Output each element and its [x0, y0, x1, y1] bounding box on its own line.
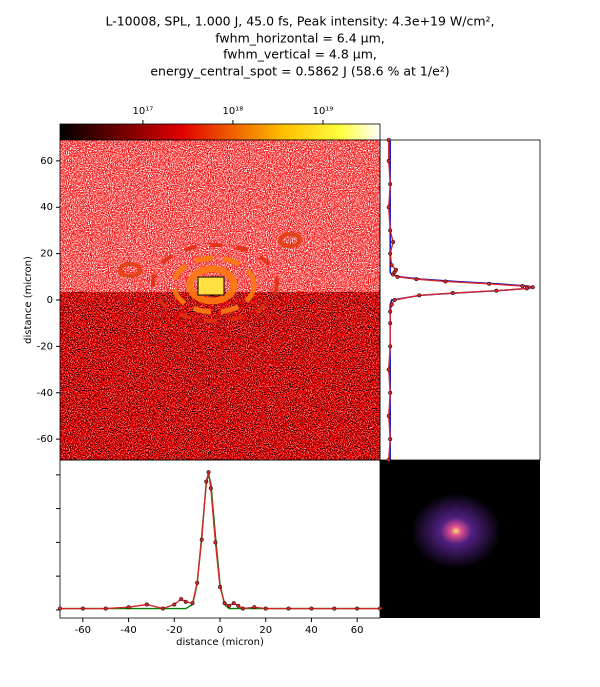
profile-point: [386, 137, 391, 143]
profile-point: [389, 302, 394, 307]
y-tick-label: 40: [40, 202, 53, 213]
x-tick-label: -20: [166, 625, 182, 636]
profile-point: [190, 601, 195, 606]
profile-point: [144, 602, 149, 607]
profile-point: [179, 597, 184, 602]
profile-point: [450, 290, 455, 296]
profile-point: [494, 288, 499, 293]
profile-point: [386, 367, 391, 372]
profile-point: [388, 251, 393, 256]
profile-point: [240, 606, 245, 611]
profile-point: [388, 344, 393, 349]
y-tick-label: 20: [40, 249, 53, 260]
profile-point: [417, 293, 422, 298]
x-tick-label: 20: [259, 625, 272, 636]
y-tick-label: -40: [37, 388, 53, 399]
profile-point: [388, 309, 393, 314]
profile-point: [520, 284, 525, 289]
y-tick-label: -60: [37, 434, 53, 445]
profile-point: [386, 457, 391, 463]
x-axis-label: distance (micron): [176, 637, 264, 648]
profile-point: [388, 228, 393, 233]
central-spot: [197, 276, 225, 296]
profile-point: [252, 605, 257, 610]
profile-point: [103, 606, 108, 611]
profile-point: [208, 486, 213, 491]
x-tick-label: 40: [305, 625, 318, 636]
profile-point: [222, 601, 227, 606]
profile-point: [443, 279, 448, 284]
profile-point: [377, 606, 383, 611]
y-tick-label: -20: [37, 341, 53, 352]
profile-point: [227, 603, 232, 608]
profile-point: [57, 606, 63, 611]
image-noise: [60, 292, 380, 460]
profile-point: [391, 239, 396, 245]
horizontal-profile-frame: [59, 459, 381, 619]
profile-point: [332, 606, 337, 611]
profile-point: [309, 606, 314, 611]
thumbnail-spot: [411, 493, 501, 569]
y-tick-label: 0: [47, 295, 53, 306]
image: [60, 140, 380, 460]
title-line: fwhm_vertical = 4.8 μm,: [223, 47, 377, 62]
profile-point: [395, 274, 400, 279]
profile-point: [204, 479, 209, 484]
image-rings: [118, 232, 302, 323]
colorbar: [60, 124, 380, 140]
profile-point: [414, 277, 419, 282]
profile-point: [530, 285, 535, 290]
profile-point: [236, 603, 241, 608]
profile-line: [389, 140, 536, 460]
title: L-10008, SPL, 1.000 J, 45.0 fs, Peak int…: [105, 14, 494, 79]
colorbar-tick-label: 10¹⁷: [133, 106, 154, 117]
profile-point: [172, 602, 177, 607]
vertical-profile-frame: [379, 139, 541, 461]
profile-point: [231, 601, 236, 606]
profile-point: [195, 580, 200, 585]
profile-point: [388, 321, 393, 326]
x-tick-label: 60: [351, 625, 364, 636]
profile-point: [217, 584, 223, 589]
profile-point: [126, 605, 131, 610]
x-tick-label: -40: [120, 625, 136, 636]
profile-point: [199, 537, 204, 542]
y-tick-label: 60: [40, 156, 53, 167]
profile-line: [388, 140, 533, 461]
profile-point: [183, 599, 188, 604]
profile-point: [213, 540, 218, 545]
title-line: fwhm_horizontal = 6.4 μm,: [215, 31, 384, 46]
profile-point: [388, 390, 393, 395]
profile-point: [386, 158, 391, 163]
profile-point: [524, 286, 529, 291]
y-axis-label: distance (micron): [23, 256, 34, 344]
profile-point: [392, 297, 397, 303]
title-line: L-10008, SPL, 1.000 J, 45.0 fs, Peak int…: [105, 14, 494, 29]
colorbar-tick-label: 10¹⁸: [223, 106, 244, 117]
profile-point: [80, 606, 85, 611]
profile-point: [206, 470, 211, 475]
title-line: energy_central_spot = 0.5862 J (58.6 % a…: [150, 64, 449, 79]
x-tick-label: -60: [75, 625, 91, 636]
profile-point: [393, 267, 399, 272]
x-tick-label: 0: [217, 625, 223, 636]
profile-point: [386, 413, 391, 418]
profile-point: [160, 606, 165, 611]
profile-point: [386, 205, 391, 210]
profile-point: [263, 606, 268, 611]
profile-point: [389, 263, 394, 268]
profile-point: [388, 182, 393, 187]
profile-point: [355, 606, 360, 611]
profile-point: [388, 437, 393, 442]
profile-point: [286, 606, 291, 611]
colorbar-tick-label: 10¹⁹: [313, 106, 334, 117]
profile-point: [487, 281, 492, 286]
